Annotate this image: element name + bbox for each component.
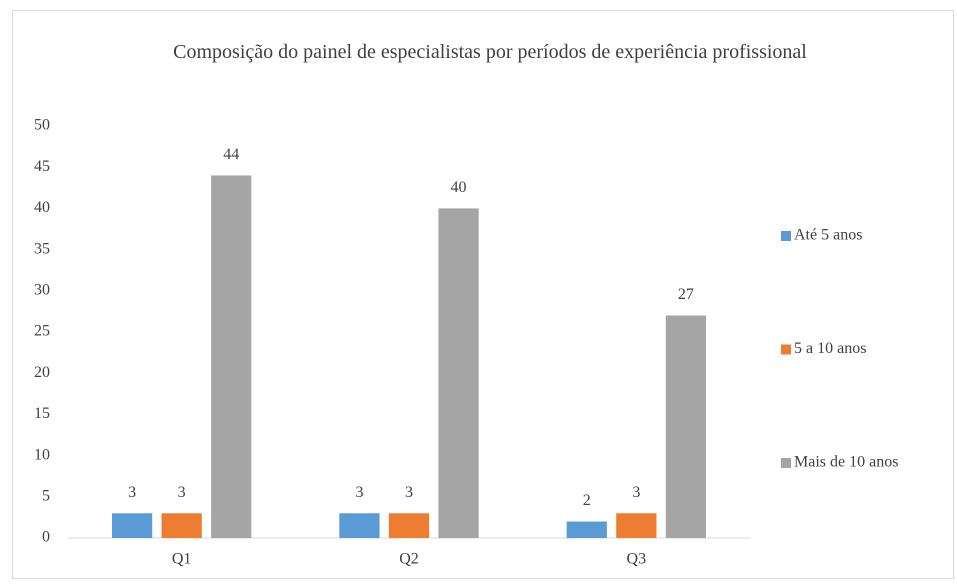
legend-label: 5 a 10 anos [794, 340, 866, 357]
bar [665, 315, 707, 538]
legend-swatch [781, 231, 791, 241]
x-tick-label: Q2 [399, 551, 419, 568]
chart-title: Composição do painel de especialistas po… [173, 41, 807, 63]
data-label: 3 [355, 484, 363, 501]
data-label: 2 [583, 492, 591, 509]
y-tick-label: 25 [34, 323, 50, 340]
bar [438, 208, 479, 538]
legend-swatch [781, 344, 791, 355]
y-tick-label: 0 [42, 529, 50, 546]
legend-swatch [781, 458, 791, 468]
data-label: 3 [632, 484, 640, 501]
y-tick-label: 5 [42, 487, 50, 504]
bar [111, 513, 153, 538]
bar [339, 513, 380, 538]
bar [566, 521, 607, 538]
y-tick-label: 50 [34, 117, 50, 134]
y-tick-label: 45 [34, 158, 50, 175]
y-tick-label: 20 [34, 364, 50, 381]
chart-frame [12, 10, 954, 579]
data-label: 3 [405, 484, 413, 501]
data-label: 40 [451, 179, 467, 196]
legend-label: Até 5 anos [794, 227, 862, 244]
y-tick-label: 35 [34, 240, 50, 257]
y-tick-label: 15 [34, 405, 50, 422]
bar [161, 513, 202, 538]
y-tick-label: 10 [34, 446, 50, 463]
data-label: 3 [178, 484, 186, 501]
bar [211, 175, 252, 538]
x-tick-label: Q3 [627, 551, 647, 568]
bar [388, 513, 430, 538]
data-label: 3 [128, 484, 136, 501]
data-label: 27 [678, 286, 694, 303]
bar [616, 513, 657, 538]
data-label: 44 [223, 146, 239, 163]
y-tick-label: 40 [34, 199, 50, 216]
legend-label: Mais de 10 anos [794, 454, 898, 471]
x-tick-label: Q1 [172, 551, 192, 568]
y-tick-label: 30 [34, 281, 50, 298]
